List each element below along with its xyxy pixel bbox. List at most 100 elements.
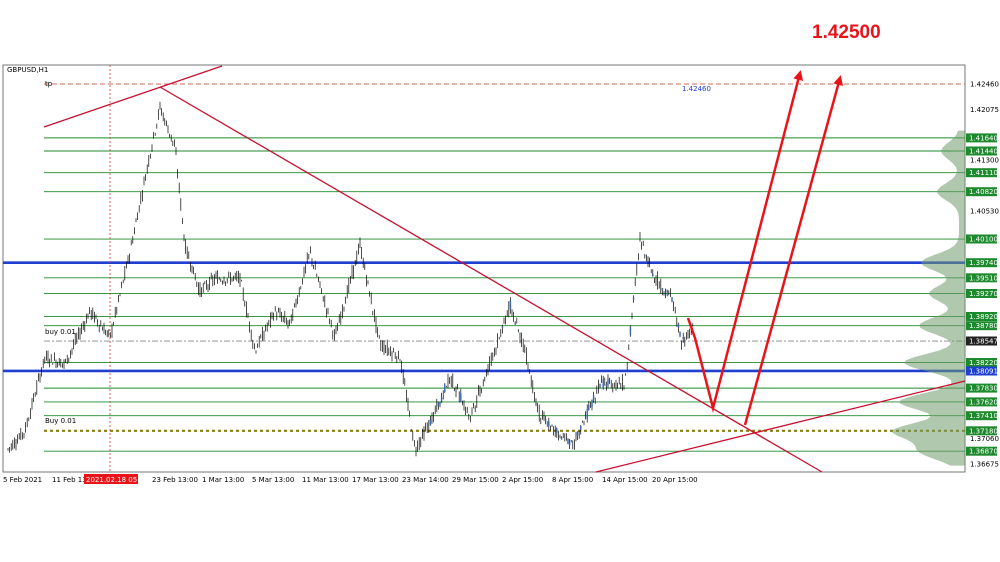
time-tick-label: 17 Mar 13:00 — [352, 476, 399, 484]
horizontal-levels — [3, 83, 965, 452]
candle-highlight — [455, 391, 457, 393]
price-tag-box — [966, 234, 997, 244]
candle-highlight — [580, 426, 582, 430]
time-tick-label: 23 Feb 13:00 — [152, 476, 198, 484]
price-tag-box — [966, 336, 997, 346]
target-price-label: 1.42500 — [812, 22, 881, 43]
price-tag-label: 1.37180 — [969, 427, 998, 435]
candle-highlight — [570, 440, 572, 442]
trend-line-lower — [595, 380, 966, 473]
candle-highlight — [544, 419, 547, 422]
tp-label: tp — [45, 80, 53, 88]
price-tag-box — [966, 273, 997, 283]
candle-highlight — [567, 438, 569, 444]
time-tick-label: 2 Apr 15:00 — [502, 476, 543, 484]
price-tag-box — [966, 133, 997, 143]
volume-profile-shape — [892, 130, 965, 466]
price-tag-label: 1.41440 — [969, 148, 998, 156]
candle-highlight — [592, 395, 595, 400]
forecast-arrow-2 — [743, 75, 843, 426]
price-tag-label: 1.41640 — [969, 134, 998, 142]
price-tag-label: 1.38220 — [969, 359, 998, 367]
price-tag-label: 1.38780 — [969, 322, 998, 330]
price-tag-box — [966, 258, 997, 268]
time-tick-label: 1 Mar 13:00 — [202, 476, 244, 484]
candle-highlight — [576, 431, 579, 436]
price-tag-label: 1.38547 — [969, 338, 998, 346]
candle-highlight — [517, 329, 520, 331]
candle-highlight — [666, 289, 668, 295]
price-tick-label: 1.37060 — [970, 435, 999, 443]
candle-highlight — [599, 384, 601, 387]
candle-highlight — [474, 407, 476, 409]
price-tag-label: 1.39510 — [969, 274, 998, 282]
price-tag-box — [966, 312, 997, 321]
time-tick-label: 14 Apr 15:00 — [602, 476, 648, 484]
candle-highlight — [444, 384, 446, 393]
price-tag-box — [966, 289, 997, 298]
candle-highlight — [634, 281, 636, 283]
candle-highlight — [607, 378, 609, 386]
time-tick-label: 5 Feb 2021 — [3, 476, 42, 484]
candle-highlight — [671, 297, 673, 302]
price-tag-label: 1.36870 — [969, 448, 998, 456]
price-tag-label: 1.41110 — [969, 169, 998, 177]
price-tag-box — [966, 321, 997, 331]
candle-highlight — [551, 424, 553, 426]
price-tag-box — [966, 383, 997, 393]
candle-highlight — [629, 326, 632, 336]
forecast-path — [686, 70, 804, 413]
price-tag-label: 1.39270 — [969, 290, 998, 298]
candle-highlight — [679, 331, 681, 337]
price-axis: 1.42460 1.42075 1.41300 1.40530 1.37060 1.366… — [966, 81, 999, 469]
plot-frame — [2, 64, 966, 473]
price-tag-label: 1.39740 — [969, 259, 998, 267]
price-tick-label: 1.36675 — [970, 461, 999, 469]
candle-highlight — [661, 288, 664, 291]
price-tag-box — [966, 426, 997, 436]
price-tag-box — [966, 397, 997, 407]
candle-highlight — [556, 428, 558, 434]
candle-highlight — [644, 255, 646, 257]
time-tick-label: 5 Mar 13:00 — [252, 476, 294, 484]
candle-highlight — [439, 402, 441, 405]
volume-profile — [892, 130, 965, 466]
price-tick-label: 1.40530 — [970, 207, 999, 215]
candle-highlight — [437, 402, 440, 407]
candle-highlight — [677, 323, 680, 328]
price-tag-label: 1.40820 — [969, 188, 998, 196]
cursor-date-box — [84, 474, 138, 484]
price-tick-label: 1.41300 — [970, 157, 999, 165]
price-tag-box — [966, 358, 997, 367]
price-tick-label: 1.42075 — [970, 106, 999, 114]
candle-highlight — [568, 441, 571, 446]
candle-highlight — [460, 393, 462, 403]
candle-highlight — [548, 421, 550, 427]
candle-highlight — [440, 397, 443, 402]
price-tag-label: 1.38920 — [969, 313, 998, 321]
price-tag-label: 1.37830 — [969, 385, 998, 393]
time-tick-label: 20 Apr 15:00 — [652, 476, 698, 484]
trend-line-upper — [43, 65, 223, 128]
candle-highlight — [429, 419, 432, 426]
symbol-label: GBPUSD,H1 — [7, 66, 48, 74]
buy-label: buy 0.01 — [45, 328, 76, 336]
candle-highlight — [602, 379, 604, 389]
candles — [7, 101, 694, 457]
time-tick-label: 8 Apr 15:00 — [552, 476, 593, 484]
price-tag-box — [966, 366, 997, 376]
price-tag-box — [966, 446, 997, 456]
candle-highlight — [652, 273, 654, 277]
time-tick-label: 11 Feb 13:00 — [52, 476, 98, 484]
cursor-date-label: 2021.02.18 05:52 — [86, 476, 148, 484]
candle-highlight — [509, 300, 512, 310]
time-tick-label: 11 Mar 13:00 — [302, 476, 349, 484]
buy-dotted-label: Buy 0.01 — [45, 417, 76, 425]
price-tag-label: 1.38091 — [969, 368, 998, 376]
candle-highlight — [682, 337, 684, 340]
price-tag-label: 1.37620 — [969, 398, 998, 406]
candle-highlight — [632, 297, 635, 300]
candle-highlight — [514, 322, 516, 325]
forecast-arrows — [686, 70, 843, 426]
